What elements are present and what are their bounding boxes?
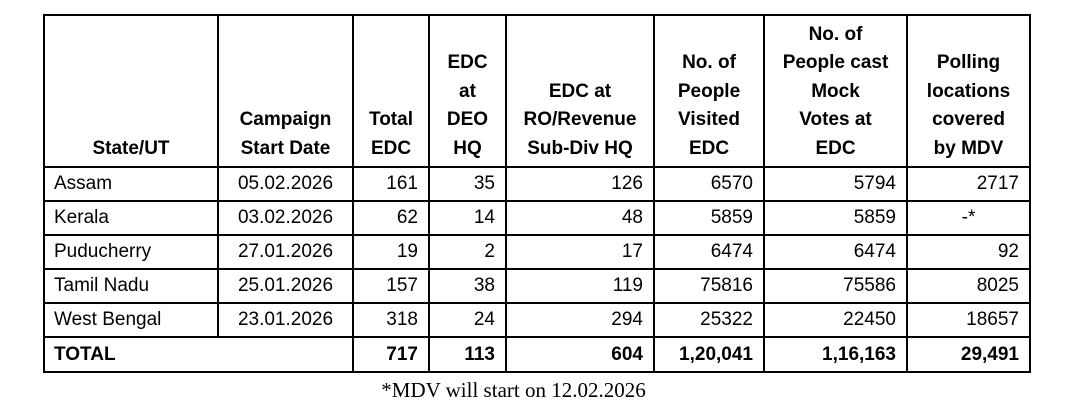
cell-total-edc: 62 <box>352 200 430 236</box>
header-cell-edc-deo-hq: EDC at DEO HQ <box>428 14 507 168</box>
total-label: TOTAL <box>43 336 354 373</box>
cell-edc-ro-hq: 294 <box>505 302 655 338</box>
cell-edc-deo-hq: 24 <box>428 302 507 338</box>
table-row-puducherry: Puducherry 27.01.2026 19 2 17 6474 6474 … <box>43 234 1031 270</box>
cell-mock-votes: 5794 <box>763 166 908 202</box>
table-row-tamil-nadu: Tamil Nadu 25.01.2026 157 38 119 75816 7… <box>43 268 1031 304</box>
cell-polling-locations: 18657 <box>906 302 1031 338</box>
cell-edc-deo-hq: 38 <box>428 268 507 304</box>
table-row-west-bengal: West Bengal 23.01.2026 318 24 294 25322 … <box>43 302 1031 338</box>
cell-edc-deo-hq: 14 <box>428 200 507 236</box>
cell-polling-locations: 2717 <box>906 166 1031 202</box>
cell-mock-votes: 6474 <box>763 234 908 270</box>
cell-edc-ro-hq: 119 <box>505 268 655 304</box>
total-total-edc: 717 <box>352 336 430 373</box>
cell-state: Tamil Nadu <box>43 268 219 304</box>
cell-date: 25.01.2026 <box>217 268 354 304</box>
cell-polling-locations: 92 <box>906 234 1031 270</box>
cell-people-visited: 75816 <box>653 268 765 304</box>
cell-edc-ro-hq: 126 <box>505 166 655 202</box>
header-cell-edc-ro-hq: EDC at RO/Revenue Sub-Div HQ <box>505 14 655 168</box>
cell-state: West Bengal <box>43 302 219 338</box>
cell-edc-deo-hq: 2 <box>428 234 507 270</box>
cell-mock-votes: 22450 <box>763 302 908 338</box>
cell-people-visited: 6474 <box>653 234 765 270</box>
table-row-assam: Assam 05.02.2026 161 35 126 6570 5794 27… <box>43 166 1031 202</box>
header-cell-mock-votes: No. of People cast Mock Votes at EDC <box>763 14 908 168</box>
cell-total-edc: 318 <box>352 302 430 338</box>
cell-state: Assam <box>43 166 219 202</box>
total-mock-votes: 1,16,163 <box>763 336 908 373</box>
total-edc-ro-hq: 604 <box>505 336 655 373</box>
cell-people-visited: 6570 <box>653 166 765 202</box>
header-row: State/UT Campaign Start Date Total EDC E… <box>43 14 1031 168</box>
cell-date: 23.01.2026 <box>217 302 354 338</box>
cell-total-edc: 19 <box>352 234 430 270</box>
table-container: State/UT Campaign Start Date Total EDC E… <box>43 14 1031 373</box>
cell-total-edc: 157 <box>352 268 430 304</box>
table-row-kerala: Kerala 03.02.2026 62 14 48 5859 5859 -* <box>43 200 1031 236</box>
total-people-visited: 1,20,041 <box>653 336 765 373</box>
total-row: TOTAL 717 113 604 1,20,041 1,16,163 29,4… <box>43 336 1031 373</box>
cell-polling-locations: -* <box>906 200 1031 236</box>
cell-state: Puducherry <box>43 234 219 270</box>
edc-statistics-table: State/UT Campaign Start Date Total EDC E… <box>43 14 1031 373</box>
header-cell-polling-locations: Polling locations covered by MDV <box>906 14 1031 168</box>
total-edc-deo-hq: 113 <box>428 336 507 373</box>
header-cell-campaign-start-date: Campaign Start Date <box>217 14 354 168</box>
cell-people-visited: 25322 <box>653 302 765 338</box>
header-cell-state: State/UT <box>43 14 219 168</box>
cell-total-edc: 161 <box>352 166 430 202</box>
cell-mock-votes: 75586 <box>763 268 908 304</box>
cell-polling-locations: 8025 <box>906 268 1031 304</box>
footnote: *MDV will start on 12.02.2026 <box>381 378 646 402</box>
cell-state: Kerala <box>43 200 219 236</box>
total-polling-locations: 29,491 <box>906 336 1031 373</box>
header-cell-people-visited: No. of People Visited EDC <box>653 14 765 168</box>
cell-people-visited: 5859 <box>653 200 765 236</box>
cell-date: 03.02.2026 <box>217 200 354 236</box>
header-cell-total-edc: Total EDC <box>352 14 430 168</box>
cell-edc-ro-hq: 48 <box>505 200 655 236</box>
cell-edc-ro-hq: 17 <box>505 234 655 270</box>
cell-edc-deo-hq: 35 <box>428 166 507 202</box>
cell-date: 05.02.2026 <box>217 166 354 202</box>
cell-mock-votes: 5859 <box>763 200 908 236</box>
cell-date: 27.01.2026 <box>217 234 354 270</box>
